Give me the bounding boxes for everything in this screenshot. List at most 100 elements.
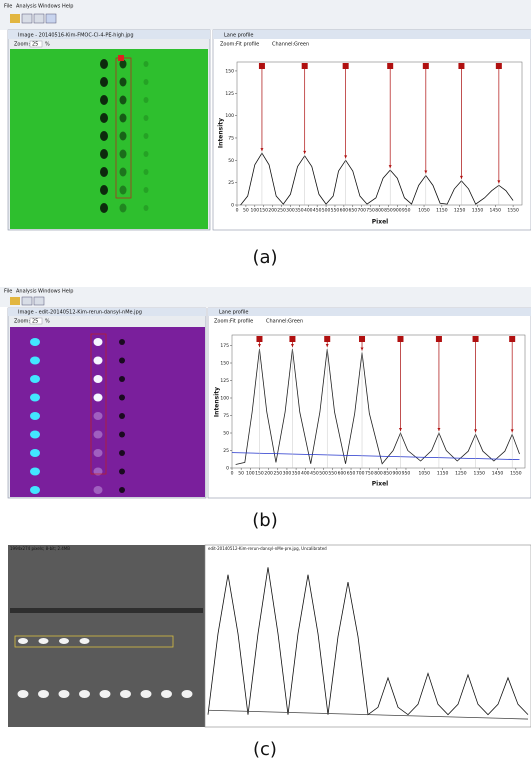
lane-marker bbox=[387, 63, 394, 69]
x-tick-label: 1550 bbox=[507, 208, 519, 214]
lane-arrow-head bbox=[325, 344, 329, 347]
x-tick-label: 600 bbox=[338, 471, 347, 477]
y-tick-label: 175 bbox=[220, 343, 229, 349]
spot bbox=[119, 431, 125, 438]
lane-arrow-head bbox=[344, 155, 348, 159]
x-tick-label: 100 bbox=[246, 471, 255, 477]
spot bbox=[161, 690, 172, 698]
window-title: Lane profile bbox=[224, 33, 253, 39]
lane-arrow-head bbox=[260, 148, 264, 152]
zoom-box[interactable] bbox=[29, 317, 43, 325]
profile-zoom[interactable]: Fit profile bbox=[230, 319, 253, 325]
menu-item[interactable]: Help bbox=[62, 4, 73, 10]
lane-marker bbox=[289, 336, 296, 342]
toolbar-button[interactable] bbox=[21, 13, 33, 24]
y-axis-label: Intensity bbox=[214, 387, 221, 417]
y-tick-label: 125 bbox=[225, 91, 234, 97]
toolbar-button[interactable] bbox=[21, 296, 33, 306]
menu-item[interactable]: Windows bbox=[38, 289, 61, 295]
zoom-unit: % bbox=[45, 42, 50, 48]
spot bbox=[143, 151, 149, 157]
lane-marker bbox=[458, 63, 465, 69]
spot bbox=[93, 449, 103, 457]
channel-value[interactable]: Green bbox=[294, 42, 309, 48]
lane-marker bbox=[495, 63, 502, 69]
spot bbox=[58, 690, 70, 698]
y-tick-label: 50 bbox=[223, 431, 229, 437]
x-tick-label: 800 bbox=[375, 208, 384, 214]
y-tick-label: 125 bbox=[220, 378, 229, 384]
zoom-value[interactable]: 25 bbox=[32, 319, 38, 325]
x-tick-label: 1550 bbox=[510, 471, 522, 477]
spot bbox=[30, 486, 40, 494]
lane-marker bbox=[435, 336, 442, 342]
x-tick-label: 50 bbox=[238, 471, 244, 477]
x-tick-label: 100 bbox=[251, 208, 260, 214]
lane-marker bbox=[359, 336, 366, 342]
x-tick-label: 250 bbox=[277, 208, 286, 214]
channel-value[interactable]: Green bbox=[288, 319, 303, 325]
lane-marker bbox=[256, 336, 263, 342]
y-tick-label: 25 bbox=[223, 448, 229, 454]
lane-box bbox=[90, 333, 107, 475]
spot bbox=[140, 690, 152, 698]
gel-band bbox=[10, 608, 203, 613]
x-tick-label: 250 bbox=[273, 471, 282, 477]
zoom-box[interactable] bbox=[29, 40, 43, 48]
toolbar-button[interactable] bbox=[10, 297, 20, 305]
spot bbox=[30, 356, 40, 365]
window-title: Lane profile bbox=[219, 310, 248, 316]
lane-marker bbox=[258, 63, 265, 69]
spot bbox=[143, 133, 149, 139]
spot bbox=[30, 430, 40, 439]
menu-item[interactable]: Analysis bbox=[16, 289, 37, 295]
lane-marker bbox=[472, 336, 479, 342]
spot bbox=[143, 97, 149, 103]
x-tick-label: 500 bbox=[322, 208, 331, 214]
spot bbox=[119, 413, 125, 419]
spot bbox=[18, 638, 28, 644]
spot bbox=[100, 185, 108, 195]
spot bbox=[143, 115, 149, 121]
x-tick-label: 1350 bbox=[472, 208, 484, 214]
x-tick-label: 550 bbox=[331, 208, 340, 214]
spot bbox=[119, 149, 127, 159]
y-tick-label: 75 bbox=[223, 413, 229, 419]
x-tick-label: 1150 bbox=[436, 208, 448, 214]
x-tick-label: 150 bbox=[255, 471, 264, 477]
window-title-bar bbox=[208, 308, 531, 316]
lane-box bbox=[14, 635, 174, 648]
lane-marker bbox=[324, 336, 331, 342]
spot bbox=[93, 430, 103, 439]
window-title-bar bbox=[8, 308, 206, 316]
profile-zoom[interactable]: Fit profile bbox=[236, 42, 259, 48]
spot bbox=[119, 487, 125, 493]
x-tick-label: 1350 bbox=[473, 471, 485, 477]
toolbar-button[interactable] bbox=[45, 13, 57, 24]
lane-arrow-head bbox=[437, 428, 441, 431]
menu-item[interactable]: Analysis bbox=[16, 4, 37, 10]
toolbar-button[interactable] bbox=[33, 13, 45, 24]
x-tick-label: 750 bbox=[365, 471, 374, 477]
spot bbox=[100, 131, 108, 141]
x-tick-label: 200 bbox=[268, 208, 277, 214]
x-tick-label: 950 bbox=[402, 208, 411, 214]
x-tick-label: 1450 bbox=[492, 471, 504, 477]
lane-marker bbox=[118, 55, 124, 61]
zoom-value[interactable]: 25 bbox=[32, 42, 38, 48]
profile-window bbox=[212, 29, 531, 231]
x-tick-label: 900 bbox=[393, 471, 402, 477]
menu-item[interactable]: File bbox=[4, 4, 12, 10]
tlc-image bbox=[10, 49, 208, 229]
spot bbox=[119, 376, 125, 382]
x-tick-label: 700 bbox=[356, 471, 365, 477]
toolbar-button[interactable] bbox=[33, 296, 45, 306]
spot bbox=[38, 638, 49, 644]
menu-item[interactable]: Windows bbox=[38, 4, 61, 10]
window-title-bar bbox=[8, 30, 210, 39]
menu-item[interactable]: File bbox=[4, 289, 12, 295]
toolbar-button[interactable] bbox=[10, 14, 20, 23]
profile-line bbox=[240, 152, 514, 206]
menu-item[interactable]: Help bbox=[62, 289, 73, 295]
